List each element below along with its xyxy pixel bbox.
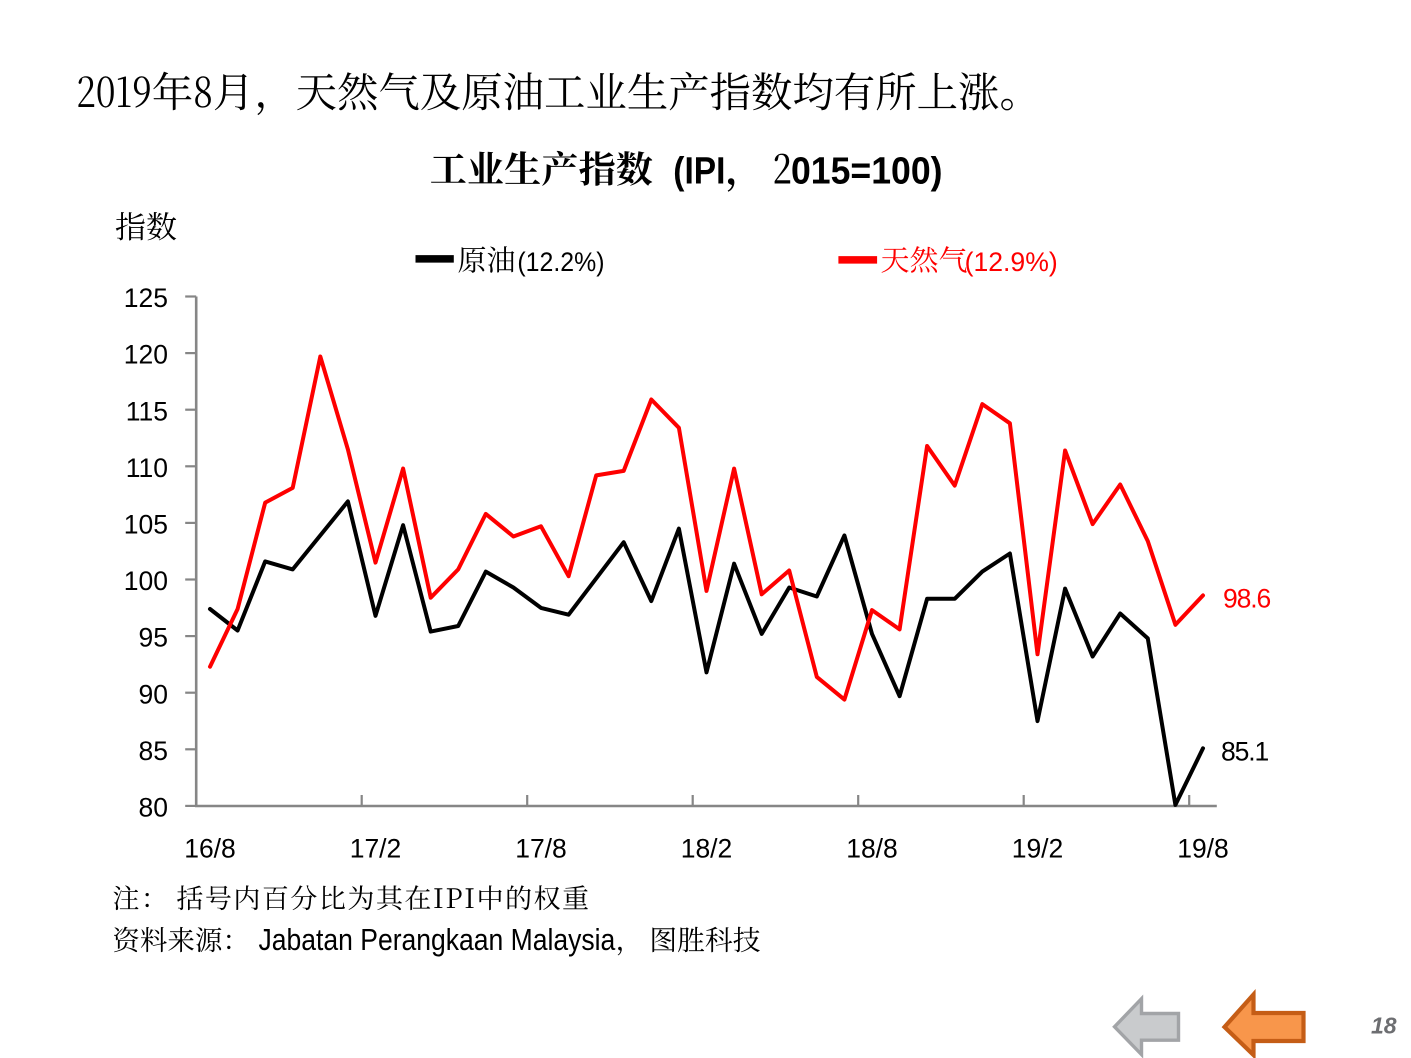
svg-text:85: 85 <box>139 736 168 766</box>
svg-text:(IPI: (IPI <box>673 151 725 193</box>
svg-text:120: 120 <box>124 340 168 370</box>
svg-text:110: 110 <box>126 453 168 483</box>
svg-text:95: 95 <box>139 623 168 653</box>
svg-text:85.1: 85.1 <box>1221 736 1269 766</box>
svg-text:19/2: 19/2 <box>1012 834 1064 864</box>
svg-text:015=100): 015=100) <box>791 151 943 193</box>
svg-text:16/8: 16/8 <box>184 834 236 864</box>
svg-text:(12.2%): (12.2%) <box>517 247 604 277</box>
svg-text:18/8: 18/8 <box>846 834 898 864</box>
svg-text:Jabatan Perangkaan Malaysia: Jabatan Perangkaan Malaysia <box>259 922 616 957</box>
svg-text:18: 18 <box>1371 1013 1397 1039</box>
svg-text:90: 90 <box>139 679 168 709</box>
svg-text:17/2: 17/2 <box>350 834 402 864</box>
svg-text:(12.9%): (12.9%) <box>965 247 1058 277</box>
svg-text:18/2: 18/2 <box>681 834 733 864</box>
svg-text:115: 115 <box>126 396 168 426</box>
svg-text:98.6: 98.6 <box>1223 583 1271 613</box>
svg-text:19/8: 19/8 <box>1177 834 1229 864</box>
svg-text:80: 80 <box>139 793 168 823</box>
svg-text:17/8: 17/8 <box>515 834 567 864</box>
svg-text:105: 105 <box>124 510 168 540</box>
svg-text:125: 125 <box>124 283 168 313</box>
svg-text:100: 100 <box>124 566 168 596</box>
